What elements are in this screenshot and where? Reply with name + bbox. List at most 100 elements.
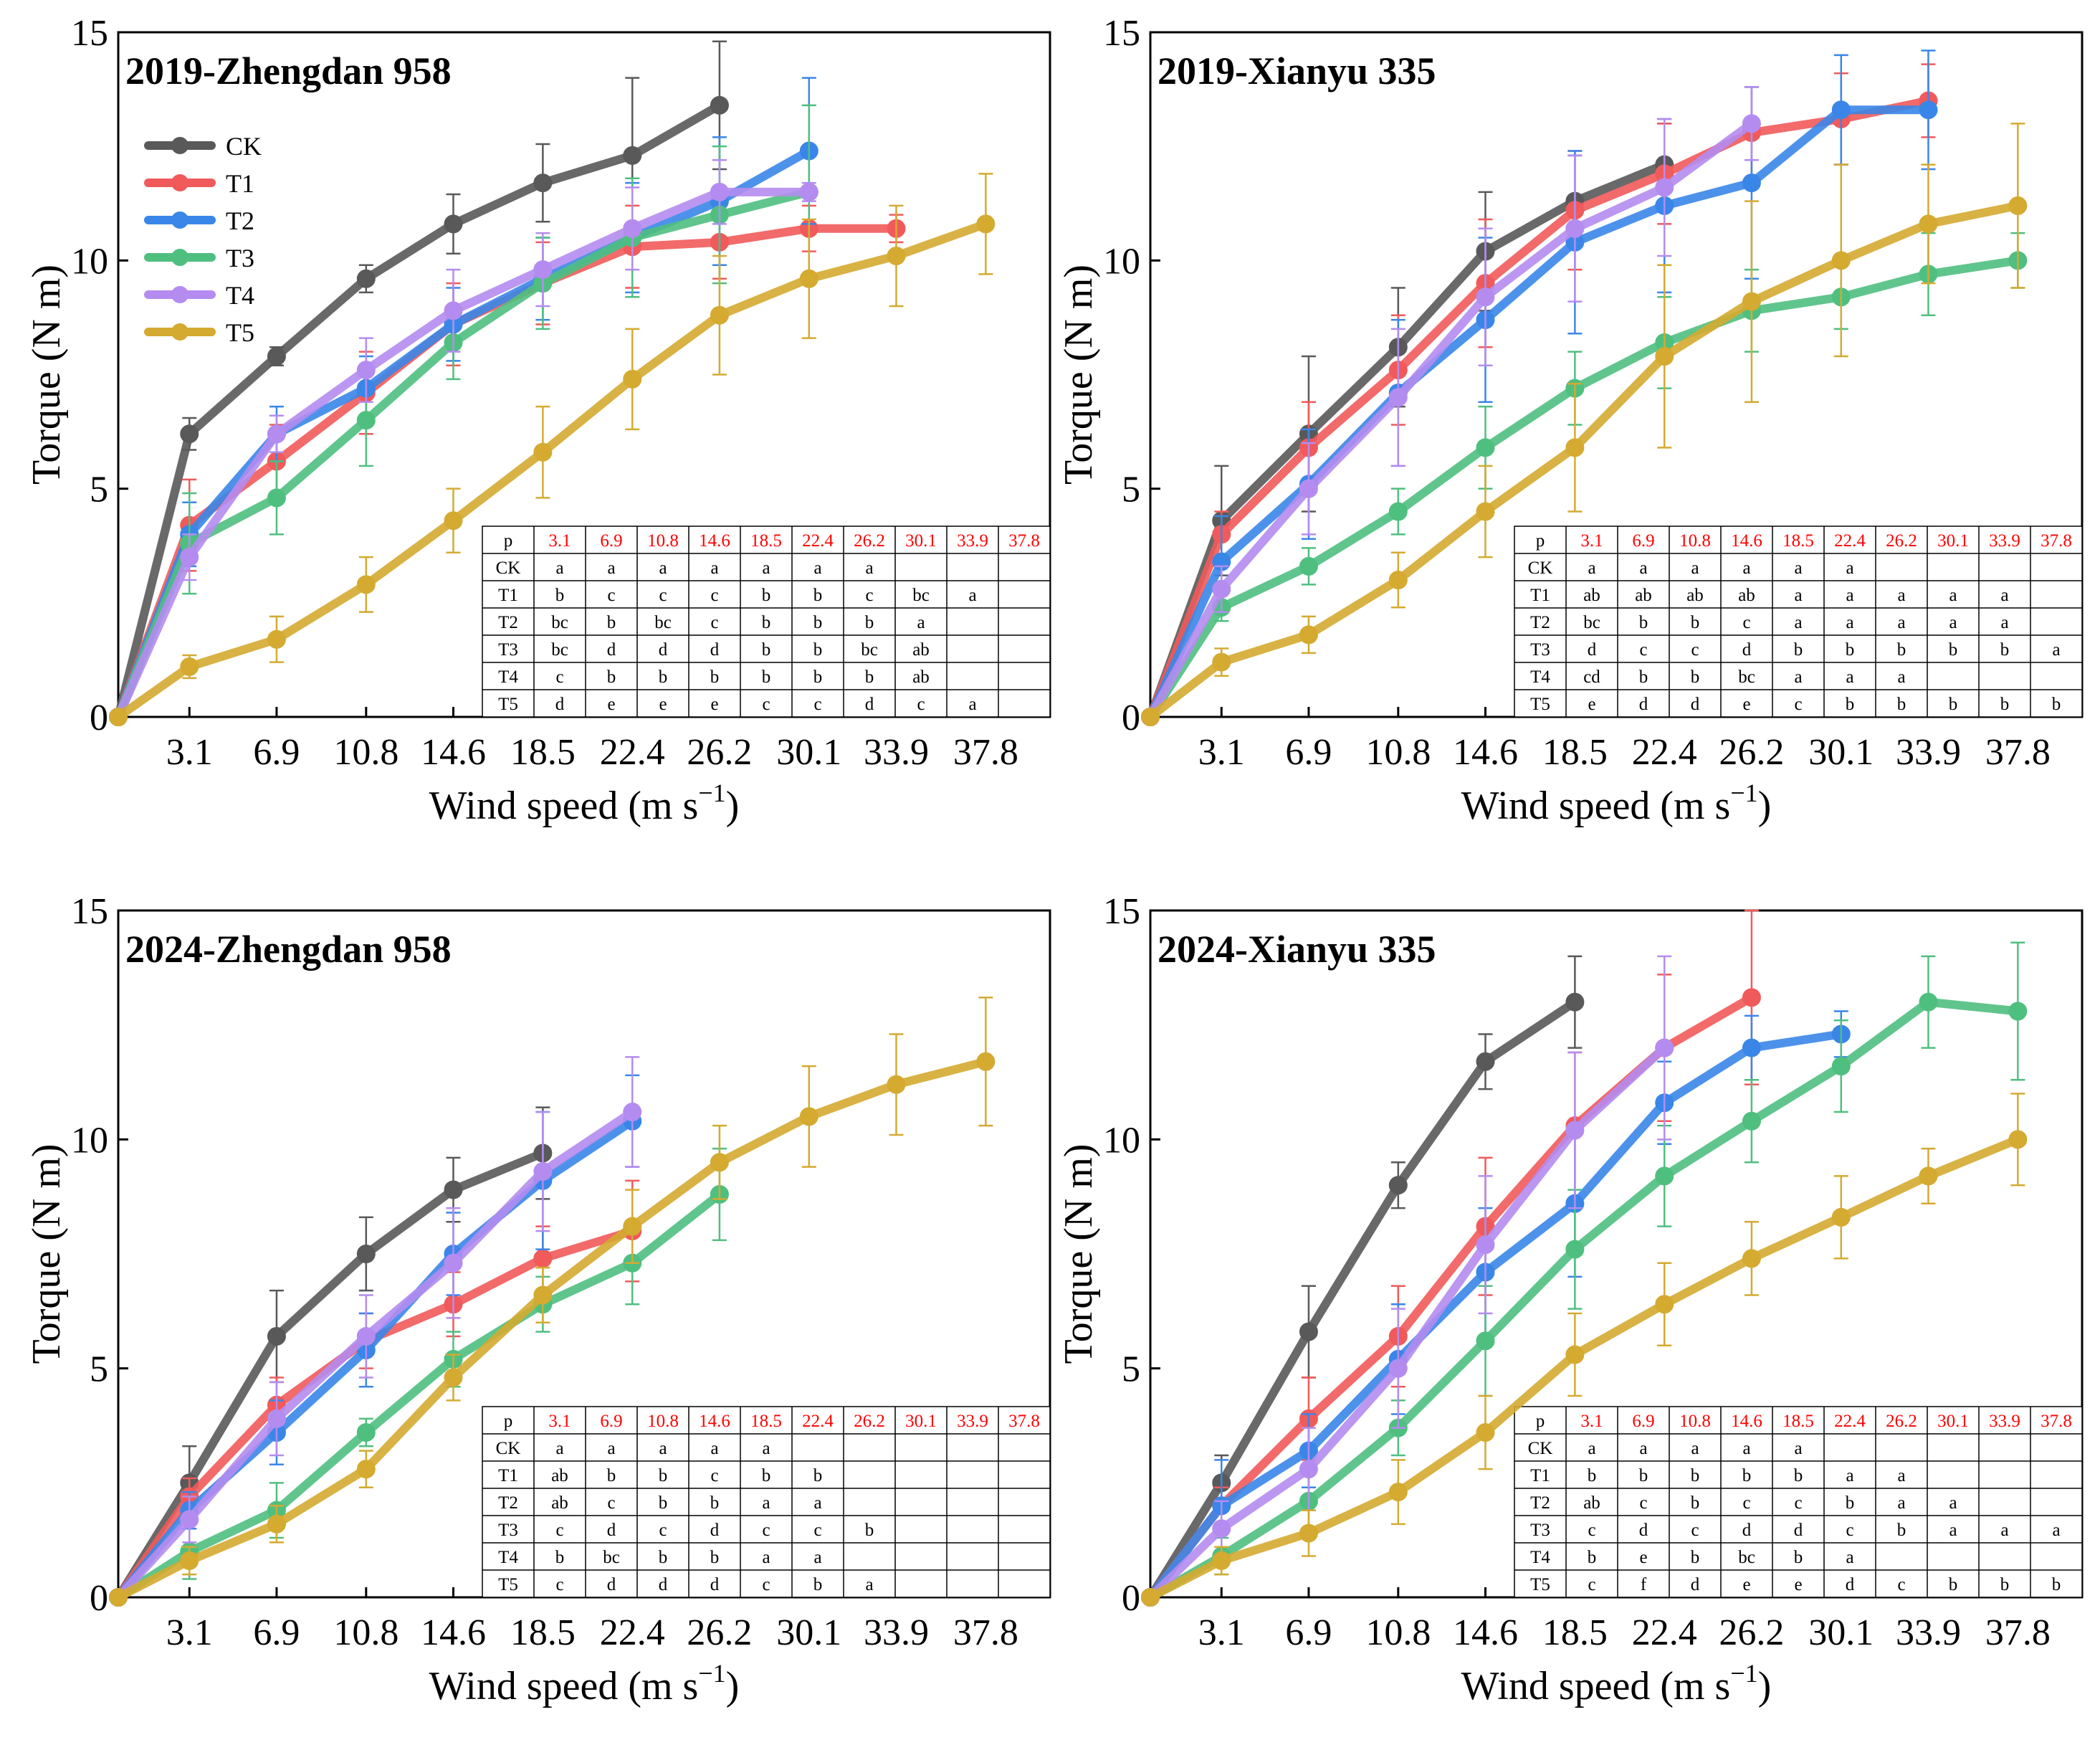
y-tick-label: 10 — [71, 1120, 108, 1161]
table-cell: c — [813, 695, 821, 714]
x-tick-label: 18.5 — [1542, 732, 1608, 773]
table-cell: a — [1588, 558, 1595, 578]
table-cell: d — [1742, 1521, 1752, 1540]
data-point — [1919, 992, 1938, 1012]
y-tick-label: 15 — [71, 891, 108, 932]
x-tick-label: 26.2 — [1719, 732, 1784, 773]
table-cell: a — [2000, 1521, 2008, 1540]
x-tick-label: 37.8 — [1985, 732, 2051, 773]
x-tick-label: 22.4 — [600, 1612, 665, 1653]
data-point — [1565, 219, 1585, 238]
table-cell: a — [813, 1493, 821, 1513]
x-tick-label: 6.9 — [1285, 732, 1332, 773]
table-cell: ab — [551, 1466, 568, 1485]
table-cell: b — [1639, 1466, 1648, 1485]
table-cell: c — [1742, 613, 1750, 632]
table-cell: c — [917, 695, 925, 714]
table-header-cell: 37.8 — [2041, 1412, 2072, 1431]
legend-marker — [171, 323, 188, 341]
table-cell: bc — [551, 640, 568, 660]
legend-marker — [171, 174, 188, 191]
y-axis-title: Torque (N m) — [1056, 265, 1101, 485]
table-cell: a — [1897, 1466, 1905, 1485]
data-point — [710, 305, 729, 325]
data-point — [2008, 196, 2028, 215]
table-cell: T1 — [498, 586, 518, 605]
table-cell: c — [762, 1521, 770, 1540]
table-header-cell: 3.1 — [548, 531, 571, 551]
data-point — [2008, 1002, 2028, 1021]
panel-title: 2019-Xianyu 335 — [1158, 49, 1436, 92]
x-tick-label: 22.4 — [600, 732, 665, 773]
data-point — [444, 1180, 463, 1199]
table-cell: d — [607, 640, 616, 660]
table-cell: e — [659, 695, 667, 714]
table-cell: d — [710, 640, 720, 660]
table-cell: b — [813, 640, 823, 660]
table-cell: b — [659, 1466, 668, 1485]
table-cell: a — [1691, 558, 1699, 578]
table-cell: b — [607, 613, 616, 632]
table-header-cell: 18.5 — [1782, 531, 1814, 551]
table-cell: c — [555, 1575, 563, 1594]
data-point — [1565, 1240, 1585, 1259]
y-tick-label: 10 — [71, 241, 108, 282]
table-cell: b — [710, 1548, 720, 1567]
y-tick-label: 15 — [1103, 891, 1140, 932]
data-point — [533, 1162, 553, 1181]
data-point — [1831, 1057, 1851, 1076]
data-point — [180, 1551, 199, 1570]
table-cell: a — [1949, 1493, 1957, 1513]
data-point — [1388, 1176, 1408, 1195]
legend-marker — [171, 286, 188, 303]
table-cell: a — [1846, 667, 1853, 687]
x-tick-label: 3.1 — [1198, 1612, 1245, 1653]
table-cell: c — [1639, 640, 1647, 660]
significance-table: p 3.1 6.9 10.8 14.6 18.5 22.4 26.2 30.1 33.9 37.8 C… — [1514, 526, 2083, 718]
legend-label: T3 — [226, 244, 254, 272]
table-cell: c — [1588, 1575, 1595, 1594]
data-point — [356, 361, 376, 380]
data-point — [1141, 1588, 1160, 1607]
table-cell: a — [1794, 558, 1802, 578]
x-axis-title: Wind speed (m s−1) — [1461, 779, 1772, 828]
y-axis-title: Torque (N m) — [24, 265, 69, 485]
table-cell: T2 — [1530, 1493, 1550, 1513]
table-cell: a — [1846, 586, 1853, 605]
table-cell: b — [865, 667, 874, 687]
table-header-cell: 30.1 — [1937, 531, 1969, 551]
table-cell: e — [710, 695, 718, 714]
table-cell: T4 — [498, 667, 518, 687]
table-cell: a — [762, 558, 770, 578]
table-header-cell: p — [504, 1412, 513, 1431]
table-cell: cd — [1583, 667, 1600, 687]
table-cell: a — [1846, 1466, 1853, 1485]
legend-label: T1 — [226, 169, 254, 198]
data-point — [1919, 214, 1938, 234]
table-cell: b — [710, 1493, 720, 1513]
series-line — [1146, 997, 1580, 1602]
x-tick-label: 10.8 — [1365, 732, 1431, 773]
table-cell: a — [607, 1439, 615, 1458]
table-frame — [482, 1406, 1051, 1598]
y-tick-label: 5 — [90, 470, 108, 510]
table-cell: a — [1897, 667, 1905, 687]
table-cell: a — [1794, 1439, 1802, 1458]
data-point — [2008, 1130, 2028, 1149]
table-cell: e — [1794, 1575, 1802, 1594]
series-t4 — [109, 1056, 642, 1607]
table-cell: b — [813, 586, 823, 605]
table-header-cell: 3.1 — [548, 1412, 571, 1431]
table-cell: T4 — [1530, 667, 1550, 687]
table-cell: a — [865, 1575, 873, 1594]
table-cell: b — [659, 1493, 668, 1513]
table-cell: a — [813, 1548, 821, 1567]
table-cell: b — [1691, 1493, 1700, 1513]
data-point — [1476, 1235, 1495, 1255]
table-header-cell: 6.9 — [600, 1412, 622, 1431]
table-cell: b — [1691, 1548, 1700, 1567]
x-tick-label: 33.9 — [1896, 732, 1961, 773]
table-cell: b — [813, 613, 823, 632]
table-cell: T5 — [498, 695, 518, 714]
table-cell: T3 — [1530, 1521, 1550, 1540]
